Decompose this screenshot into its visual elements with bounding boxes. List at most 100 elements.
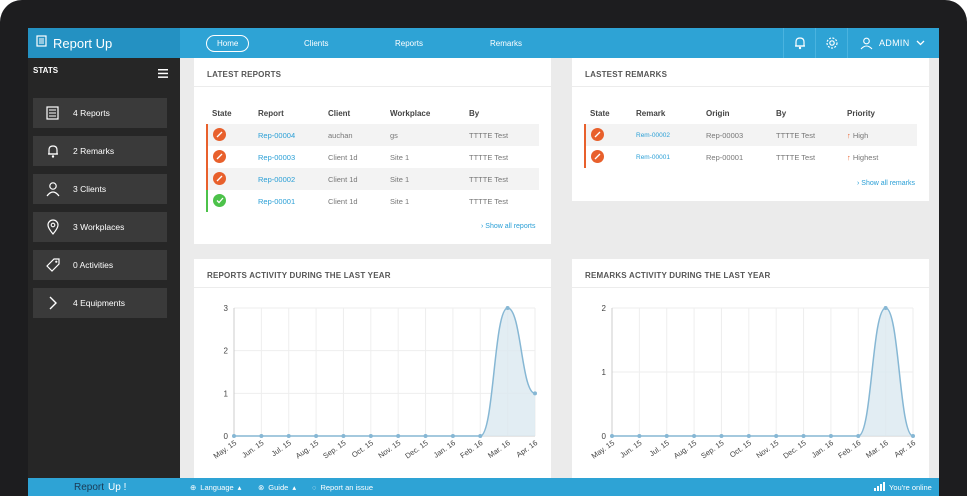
data-point[interactable] bbox=[692, 434, 697, 438]
x-tick-label: Sep. 15 bbox=[321, 438, 347, 460]
sidebar-item-activities[interactable]: 0 Activities bbox=[33, 250, 167, 280]
column-header: Remark bbox=[636, 108, 666, 118]
language-menu[interactable]: ⊕ Language ▴ bbox=[190, 478, 241, 496]
table-row[interactable]: Rep-00004 auchan gs TTTTE Test bbox=[206, 124, 539, 146]
priority-label: Highest bbox=[852, 152, 879, 162]
panel-title: LATEST REPORTS bbox=[207, 70, 282, 79]
x-tick-label: Aug. 15 bbox=[672, 438, 698, 460]
x-tick-label: Jan. 16 bbox=[432, 438, 457, 459]
table-header-row: State Report Client Workplace By bbox=[206, 102, 539, 124]
report-issue-link[interactable]: ◌ Report an issue bbox=[312, 478, 373, 496]
table-row[interactable]: Rep-00001 Client 1d Site 1 TTTTE Test bbox=[206, 190, 539, 212]
x-tick-label: Jul. 15 bbox=[270, 438, 293, 458]
data-point[interactable] bbox=[664, 434, 669, 438]
show-all-remarks-link[interactable]: › Show all remarks bbox=[857, 180, 915, 187]
x-tick-label: Apr. 16 bbox=[515, 438, 540, 459]
data-point[interactable] bbox=[505, 306, 510, 310]
priority-cell: ↑ High bbox=[847, 124, 917, 146]
data-point[interactable] bbox=[610, 434, 614, 438]
data-point[interactable] bbox=[478, 434, 483, 438]
check-icon bbox=[213, 194, 226, 207]
sidebar-item-clients[interactable]: 3 Clients bbox=[33, 174, 167, 204]
x-tick-label: Feb. 16 bbox=[458, 438, 484, 460]
nav-clients[interactable]: Clients bbox=[304, 38, 329, 48]
guide-menu[interactable]: ⊗ Guide ▴ bbox=[258, 478, 296, 496]
state-cell bbox=[206, 168, 258, 190]
data-point[interactable] bbox=[774, 434, 779, 438]
remarks-activity-chart: 0 1 2 May. 15 Jun. 15 Jul. 15 Aug. 15 Sep. 15 Oc… bbox=[590, 304, 918, 461]
data-point[interactable] bbox=[719, 434, 724, 438]
panel-title: LASTEST REMARKS bbox=[585, 70, 668, 79]
admin-menu[interactable]: ADMIN bbox=[847, 28, 939, 58]
data-point[interactable] bbox=[232, 434, 236, 438]
brand[interactable]: Report Up bbox=[28, 28, 180, 58]
sidebar-item-remarks[interactable]: 2 Remarks bbox=[33, 136, 167, 166]
data-point[interactable] bbox=[286, 434, 291, 438]
state-cell bbox=[584, 124, 636, 146]
reports-activity-panel: REPORTS ACTIVITY DURING THE LAST YEAR 0 1… bbox=[194, 259, 551, 478]
hamburger-menu-icon[interactable] bbox=[158, 65, 168, 83]
remark-link[interactable]: Rem-00001 bbox=[636, 153, 670, 161]
data-point[interactable] bbox=[450, 434, 455, 438]
data-point[interactable] bbox=[368, 434, 373, 438]
remark-link[interactable]: Rem-00002 bbox=[636, 124, 706, 146]
priority-label: High bbox=[852, 130, 869, 140]
chart-title: REMARKS ACTIVITY DURING THE LAST YEAR bbox=[585, 271, 771, 280]
client-cell: Client 1d bbox=[328, 196, 358, 206]
column-header: Origin bbox=[706, 108, 730, 118]
data-point[interactable] bbox=[856, 434, 861, 438]
data-point[interactable] bbox=[911, 434, 915, 438]
column-header: By bbox=[776, 108, 787, 118]
show-all-reports-link[interactable]: › Show all reports bbox=[481, 223, 536, 230]
caret-up-icon: ▴ bbox=[237, 482, 242, 492]
sidebar: STATS 4 Reports 2 Remarks 3 Clients 3 Wo… bbox=[28, 58, 180, 478]
report-link[interactable]: Rep-00003 bbox=[258, 152, 296, 162]
data-point[interactable] bbox=[828, 434, 833, 438]
reports-activity-chart: 0 1 2 3 May. 15 Jun. 15 Jul. 15 Aug. 15 Sep. 15 O… bbox=[212, 304, 540, 461]
x-tick-label: Aug. 15 bbox=[294, 438, 320, 460]
nav-remarks[interactable]: Remarks bbox=[490, 38, 523, 48]
data-point[interactable] bbox=[637, 434, 642, 438]
sidebar-item-equipments[interactable]: 4 Equipments bbox=[33, 288, 167, 318]
data-point[interactable] bbox=[259, 434, 264, 438]
nav-reports[interactable]: Reports bbox=[395, 38, 424, 48]
report-link[interactable]: Rep-00002 bbox=[258, 168, 328, 190]
column-header: By bbox=[469, 108, 480, 118]
settings-button[interactable] bbox=[815, 28, 847, 58]
remarks-table: State Remark Origin By Priority Rem-0000… bbox=[584, 102, 917, 168]
x-tick-label: Dec. 15 bbox=[403, 438, 429, 460]
data-point[interactable] bbox=[314, 434, 319, 438]
column-header: State bbox=[590, 108, 610, 118]
column-header: Priority bbox=[847, 108, 876, 118]
data-point[interactable] bbox=[801, 434, 806, 438]
table-row[interactable]: Rep-00003 Client 1d Site 1 TTTTE Test bbox=[206, 146, 539, 168]
table-row[interactable]: Rep-00002 Client 1d Site 1 TTTTE Test bbox=[206, 168, 539, 190]
report-logo-icon bbox=[36, 34, 48, 52]
y-tick-label: 1 bbox=[224, 389, 229, 398]
footer-brand-report: Report bbox=[74, 481, 105, 493]
latest-reports-panel: LATEST REPORTS State Report Client Workp… bbox=[194, 58, 551, 244]
column-header: Client bbox=[328, 108, 351, 118]
x-tick-label: Jul. 15 bbox=[648, 438, 671, 458]
data-point[interactable] bbox=[533, 391, 537, 396]
remarks-bell-button[interactable] bbox=[783, 28, 815, 58]
sidebar-item-workplaces[interactable]: 3 Workplaces bbox=[33, 212, 167, 242]
y-tick-label: 0 bbox=[602, 432, 607, 441]
sidebar-item-label: 2 Remarks bbox=[73, 146, 115, 156]
report-link[interactable]: Rep-00004 bbox=[258, 124, 328, 146]
sidebar-item-reports[interactable]: 4 Reports bbox=[33, 98, 167, 128]
table-row[interactable]: Rem-00002 Rep-00003 TTTTE Test ↑ High bbox=[584, 124, 917, 146]
by-cell: TTTTE Test bbox=[469, 168, 539, 190]
status-label: You're online bbox=[889, 482, 932, 492]
data-point[interactable] bbox=[746, 434, 751, 438]
data-point[interactable] bbox=[883, 306, 888, 310]
top-bar: Report Up Home Clients Reports Remarks A… bbox=[28, 28, 939, 58]
data-point[interactable] bbox=[423, 434, 428, 438]
user-icon bbox=[33, 181, 73, 197]
data-point[interactable] bbox=[341, 434, 346, 438]
workplace-cell: Site 1 bbox=[390, 196, 410, 206]
report-link[interactable]: Rep-00001 bbox=[258, 196, 296, 206]
table-row[interactable]: Rem-00001 Rep-00001 TTTTE Test ↑ Highest bbox=[584, 146, 917, 168]
nav-home[interactable]: Home bbox=[206, 35, 250, 52]
data-point[interactable] bbox=[396, 434, 401, 438]
